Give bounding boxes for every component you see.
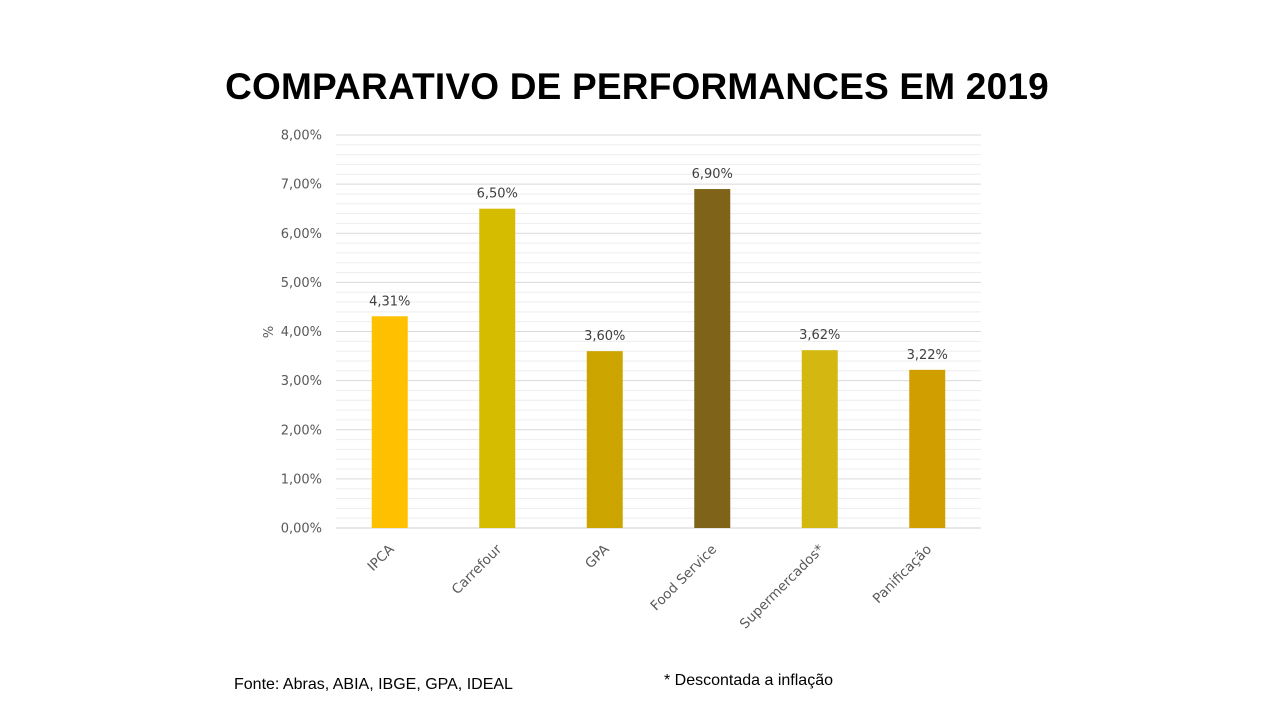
y-tick-label: 6,00% [281, 227, 322, 242]
x-category-label: Panificação [870, 542, 935, 607]
slide-title: COMPARATIVO DE PERFORMANCES EM 2019 [225, 66, 1049, 107]
x-category-label: Supermercados* [737, 541, 828, 632]
x-category-label: Food Service [648, 542, 721, 615]
bar-ipca [371, 316, 408, 528]
bar-gpa [586, 351, 623, 528]
y-tick-label: 3,00% [281, 374, 322, 389]
data-label: 3,62% [799, 328, 840, 343]
x-category-label: GPA [582, 541, 613, 572]
y-tick-label: 4,00% [281, 325, 322, 340]
bar-carrefour [479, 208, 516, 528]
bar-panifica-o [909, 369, 946, 528]
bar-supermercados [801, 350, 838, 528]
y-axis-label: % [262, 326, 277, 338]
data-label: 3,22% [907, 348, 948, 363]
y-tick-label: 7,00% [281, 178, 322, 193]
footnote: * Descontada a inflação [664, 672, 833, 689]
y-tick-label: 8,00% [281, 129, 322, 144]
data-label: 6,90% [692, 167, 733, 182]
y-tick-label: 2,00% [281, 423, 322, 438]
data-label: 6,50% [477, 187, 518, 202]
bar-food-service [694, 189, 731, 528]
data-label: 3,60% [584, 329, 625, 344]
y-tick-label: 0,00% [281, 522, 322, 537]
y-tick-label: 5,00% [281, 276, 322, 291]
y-tick-label: 1,00% [281, 472, 322, 487]
source-note: Fonte: Abras, ABIA, IBGE, GPA, IDEAL [234, 676, 513, 693]
x-category-label: Carrefour [449, 541, 506, 598]
x-category-label: IPCA [364, 541, 398, 575]
data-label: 4,31% [369, 294, 410, 309]
